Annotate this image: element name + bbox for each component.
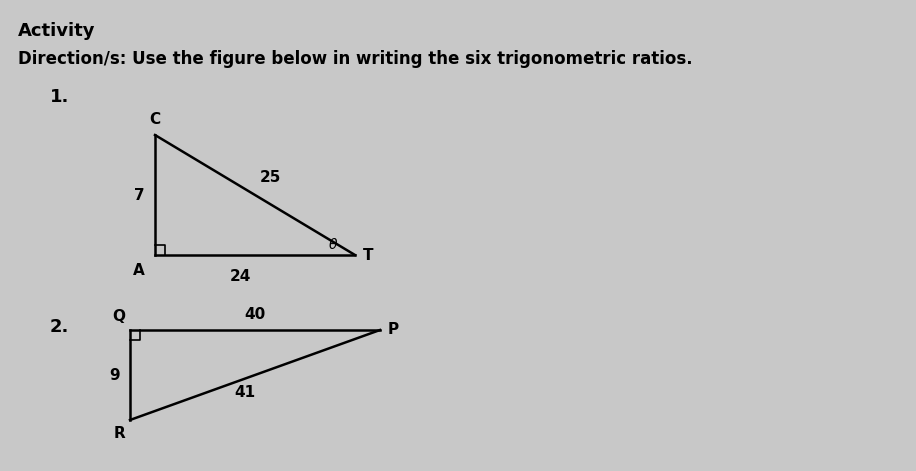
Text: T: T: [363, 247, 374, 262]
Text: 2.: 2.: [50, 318, 70, 336]
Text: A: A: [133, 263, 145, 278]
Text: 24: 24: [229, 269, 251, 284]
Text: 1.: 1.: [50, 88, 70, 106]
Text: 41: 41: [234, 385, 256, 400]
Text: Q: Q: [112, 309, 125, 324]
Text: R: R: [114, 426, 125, 441]
Text: θ: θ: [329, 238, 337, 252]
Text: Activity: Activity: [18, 22, 95, 40]
Text: 9: 9: [109, 367, 120, 382]
Text: C: C: [149, 112, 160, 127]
Text: Direction/s: Use the figure below in writing the six trigonometric ratios.: Direction/s: Use the figure below in wri…: [18, 50, 692, 68]
Text: 25: 25: [260, 170, 281, 185]
Text: 40: 40: [245, 307, 266, 322]
Text: P: P: [388, 323, 399, 338]
Text: 7: 7: [135, 187, 145, 203]
